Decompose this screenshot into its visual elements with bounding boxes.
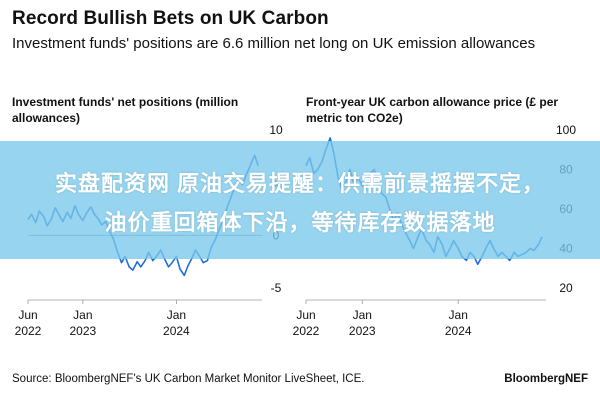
right-panel-x-tick-label-year: 2022 — [293, 324, 320, 338]
chart-title: Record Bullish Bets on UK Carbon — [12, 8, 329, 29]
source-note: Source: BloombergNEF's UK Carbon Market … — [12, 373, 365, 385]
right-panel-title: Front-year UK carbon allowance price (£ … — [306, 95, 559, 125]
overlay-banner — [0, 141, 600, 259]
left-panel-x-tick-label-month: Jan — [167, 308, 186, 322]
left-panel-x-tick-label-year: 2023 — [69, 324, 96, 338]
left-panel-x-tick-label-year: 2022 — [15, 324, 42, 338]
right-panel-x-tick-label-month: Jan — [353, 308, 372, 322]
right-panel-y-tick-label: 100 — [556, 123, 576, 137]
chart-subtitle: Investment funds' positions are 6.6 mill… — [12, 35, 536, 52]
right-panel-x-tick-label-year: 2023 — [349, 324, 376, 338]
right-panel-x-tick-label-month: Jan — [449, 308, 468, 322]
left-panel-title: Investment funds' net positions (million… — [12, 95, 239, 125]
left-panel-y-tick-label: 10 — [269, 123, 283, 137]
left-panel-x-tick-label-year: 2024 — [163, 324, 190, 338]
right-panel-y-tick-label: 20 — [559, 281, 573, 295]
brand-label: BloombergNEF — [504, 373, 588, 385]
left-panel-y-tick-label: -5 — [271, 281, 282, 295]
right-panel-x-tick-label-month: Jun — [296, 308, 315, 322]
left-panel-x-tick-label-month: Jun — [18, 308, 37, 322]
left-panel-x-tick-label-month: Jan — [73, 308, 92, 322]
overlay-banner-line-2: 油价重回箱体下沿，等待库存数据落地 — [104, 210, 496, 235]
right-panel-x-tick-label-year: 2024 — [445, 324, 472, 338]
overlay-banner-line-1: 实盘配资网 原油交易提醒：供需前景摇摆不定， — [54, 171, 546, 196]
